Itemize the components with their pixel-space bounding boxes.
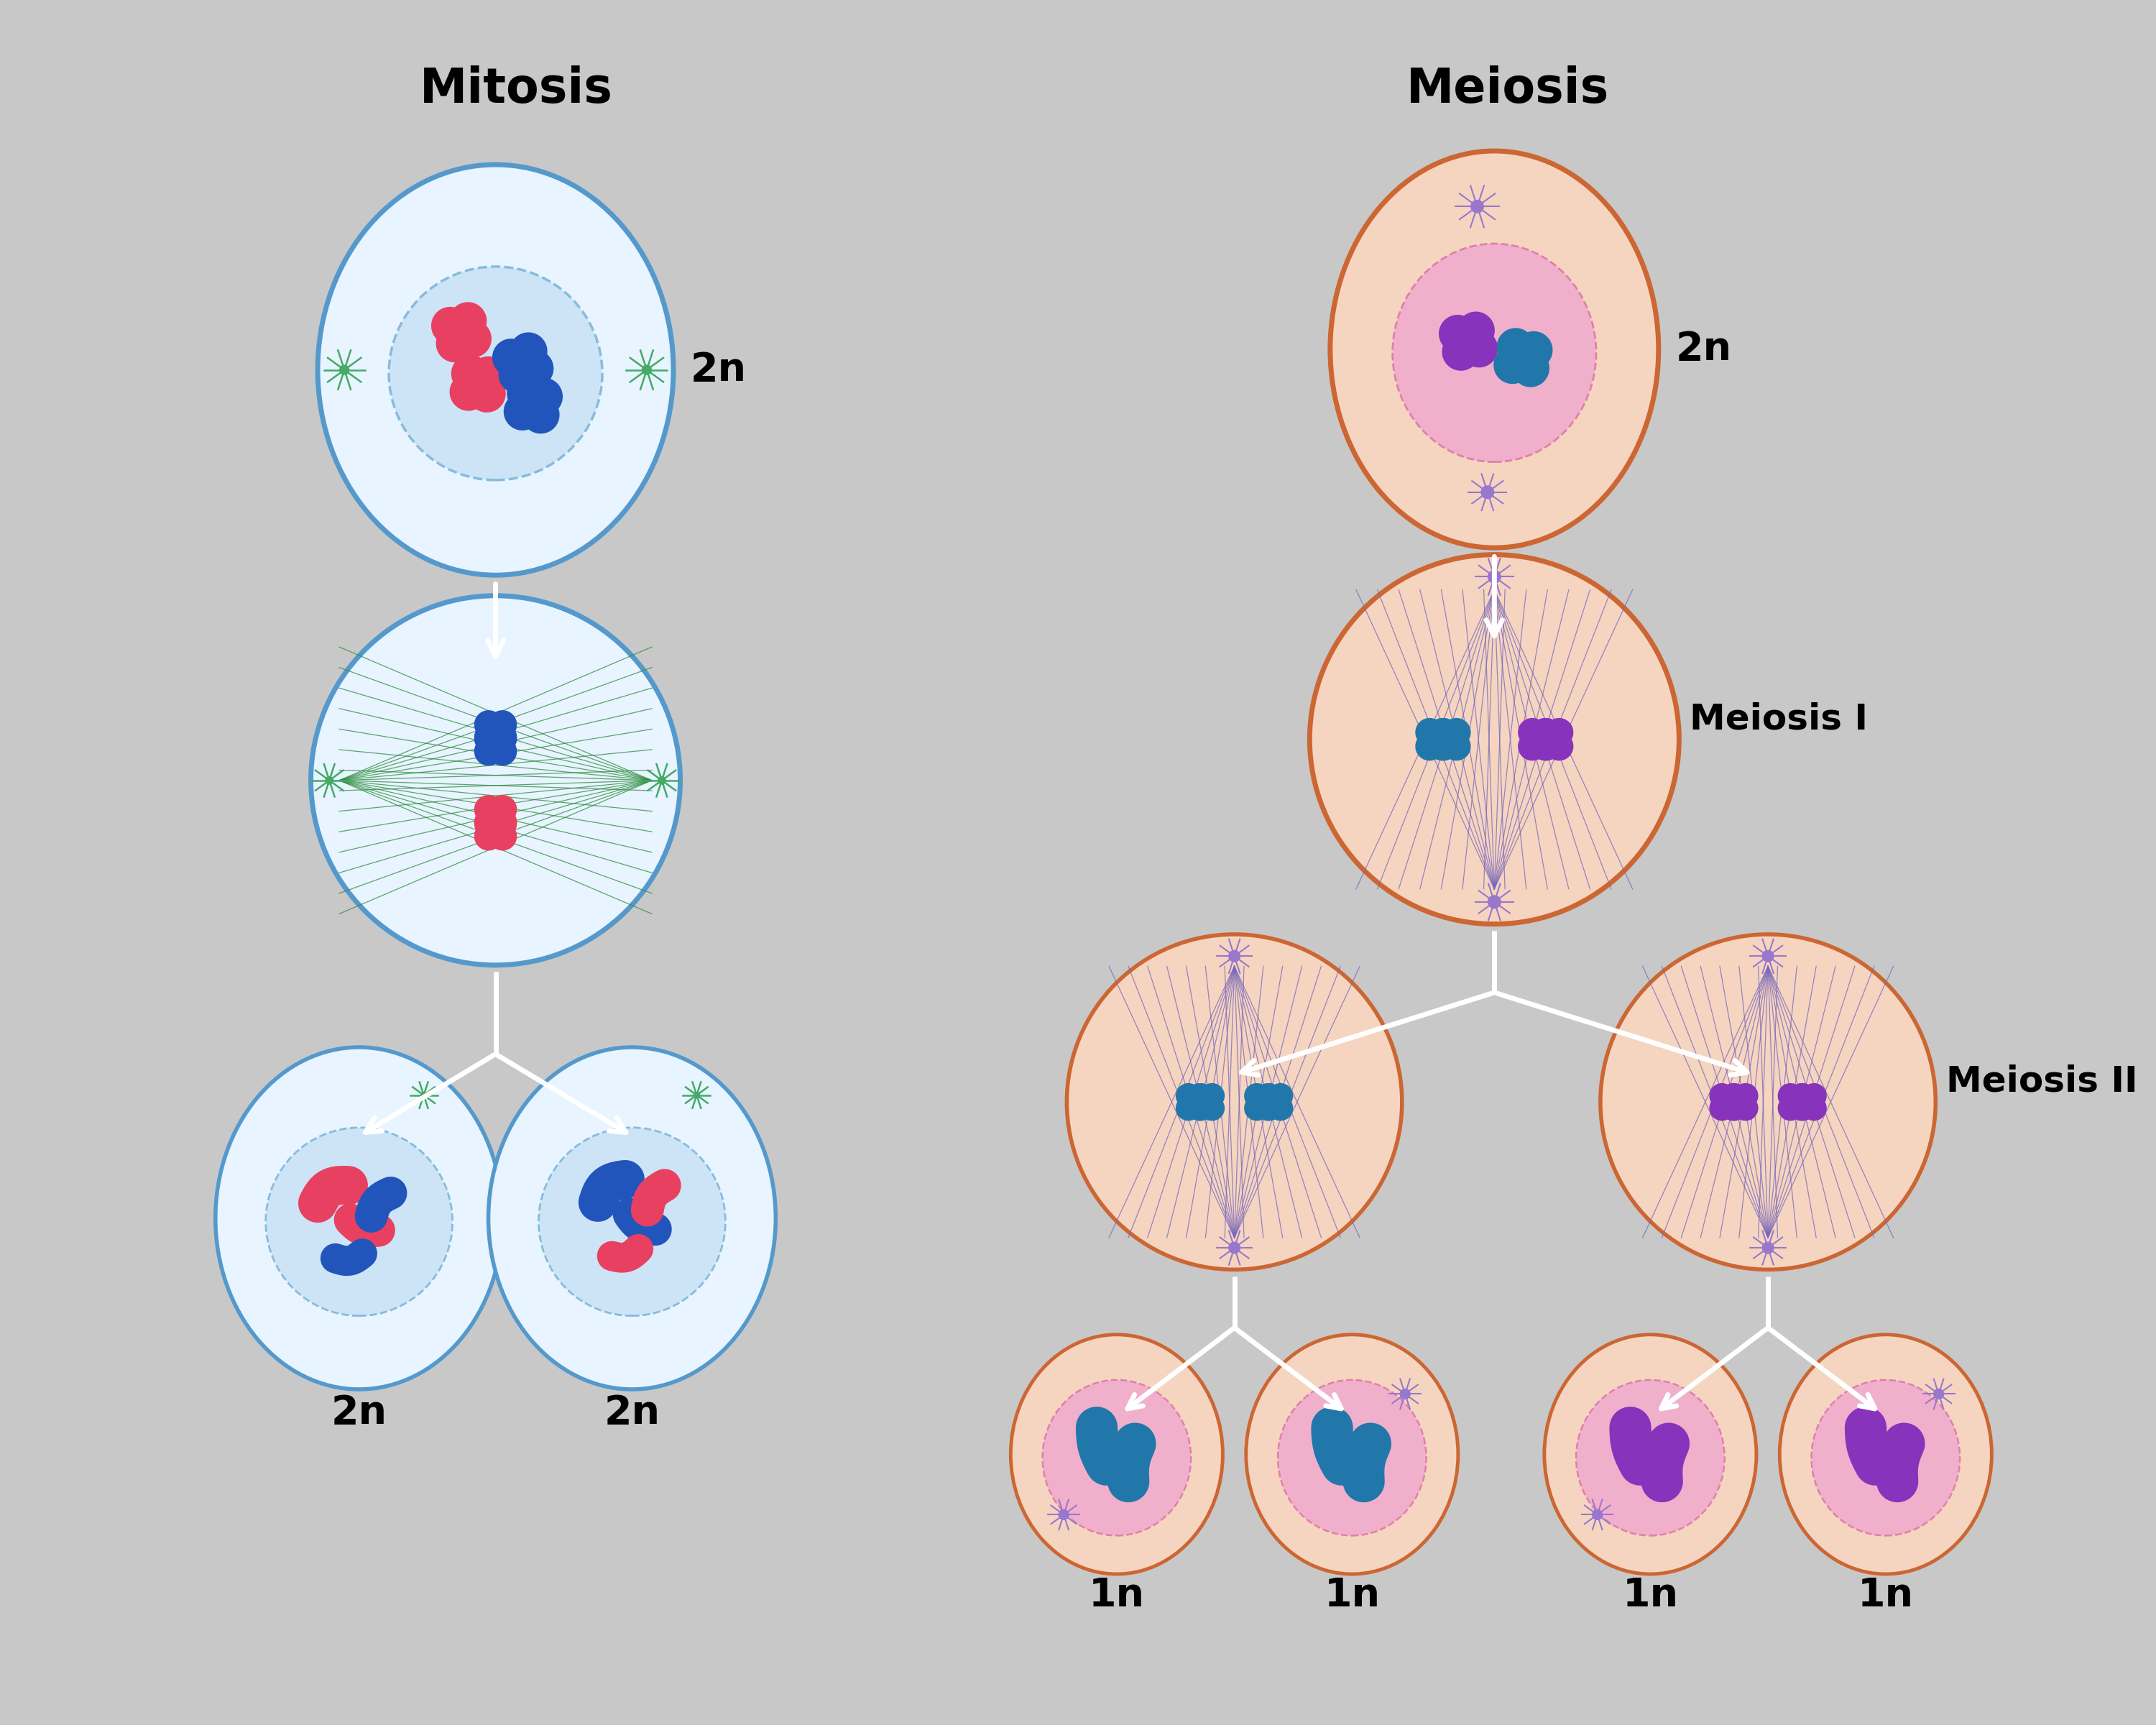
Circle shape	[1229, 1242, 1240, 1254]
Circle shape	[1761, 950, 1774, 963]
Circle shape	[1229, 950, 1240, 963]
Circle shape	[1470, 200, 1483, 214]
Text: Meiosis I: Meiosis I	[1690, 702, 1867, 737]
Circle shape	[326, 776, 334, 785]
Circle shape	[694, 1092, 701, 1099]
Ellipse shape	[388, 267, 602, 480]
Circle shape	[642, 364, 651, 374]
Circle shape	[1059, 1509, 1069, 1520]
Text: 2n: 2n	[1675, 329, 1731, 369]
Ellipse shape	[265, 1128, 453, 1316]
Text: Meiosis II: Meiosis II	[1947, 1064, 2137, 1099]
Ellipse shape	[1811, 1380, 1960, 1535]
Ellipse shape	[1393, 243, 1595, 462]
Circle shape	[658, 776, 666, 785]
Circle shape	[1488, 569, 1501, 583]
Ellipse shape	[1600, 935, 1936, 1270]
Text: 1n: 1n	[1621, 1577, 1677, 1615]
Ellipse shape	[1779, 1335, 1992, 1573]
Text: 2n: 2n	[604, 1394, 660, 1433]
Ellipse shape	[1011, 1335, 1222, 1573]
Circle shape	[1934, 1389, 1945, 1399]
Circle shape	[1761, 1242, 1774, 1254]
Text: 2n: 2n	[690, 350, 746, 390]
Circle shape	[420, 1092, 427, 1099]
Ellipse shape	[1067, 935, 1401, 1270]
Ellipse shape	[539, 1128, 724, 1316]
Text: Meiosis: Meiosis	[1406, 66, 1611, 114]
Text: 1n: 1n	[1089, 1577, 1145, 1615]
Text: 1n: 1n	[1324, 1577, 1380, 1615]
Ellipse shape	[1279, 1380, 1427, 1535]
Circle shape	[1488, 895, 1501, 909]
Ellipse shape	[310, 595, 681, 964]
Ellipse shape	[1246, 1335, 1457, 1573]
Circle shape	[1399, 1389, 1410, 1399]
Text: Mitosis: Mitosis	[420, 66, 612, 114]
Ellipse shape	[317, 164, 673, 574]
Ellipse shape	[1044, 1380, 1190, 1535]
Text: 1n: 1n	[1858, 1577, 1915, 1615]
Text: 2n: 2n	[332, 1394, 388, 1433]
Ellipse shape	[1544, 1335, 1757, 1573]
Circle shape	[1481, 485, 1494, 499]
Ellipse shape	[1309, 555, 1680, 925]
Ellipse shape	[1576, 1380, 1725, 1535]
Ellipse shape	[216, 1047, 502, 1389]
Ellipse shape	[489, 1047, 776, 1389]
Circle shape	[1591, 1509, 1602, 1520]
Circle shape	[338, 364, 349, 374]
Ellipse shape	[1330, 152, 1658, 549]
